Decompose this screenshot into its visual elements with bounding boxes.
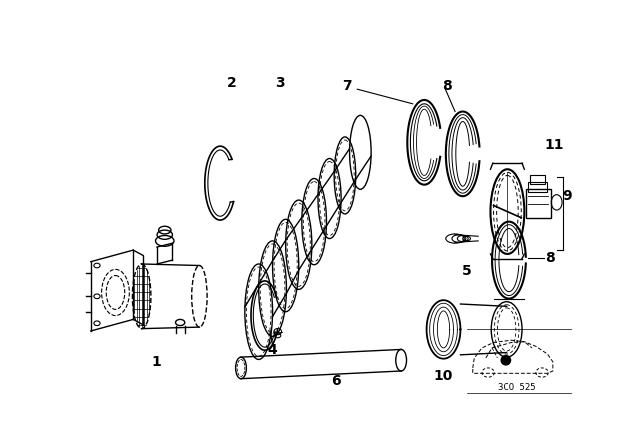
- Text: 3: 3: [275, 76, 285, 90]
- Text: 5: 5: [461, 264, 472, 278]
- Text: 7: 7: [342, 79, 352, 93]
- Text: 4: 4: [268, 343, 277, 357]
- Text: 2: 2: [227, 76, 237, 90]
- Text: 8: 8: [545, 251, 555, 265]
- Bar: [526, 189, 550, 218]
- Text: 11: 11: [545, 138, 564, 151]
- Text: 6: 6: [331, 374, 340, 388]
- Text: 8: 8: [442, 79, 452, 93]
- Text: 9: 9: [562, 189, 572, 203]
- Bar: [528, 182, 547, 192]
- Bar: [530, 175, 545, 184]
- Text: 10: 10: [434, 369, 453, 383]
- Text: 1: 1: [152, 355, 161, 369]
- Text: 3CO 525: 3CO 525: [498, 383, 536, 392]
- Circle shape: [500, 355, 511, 366]
